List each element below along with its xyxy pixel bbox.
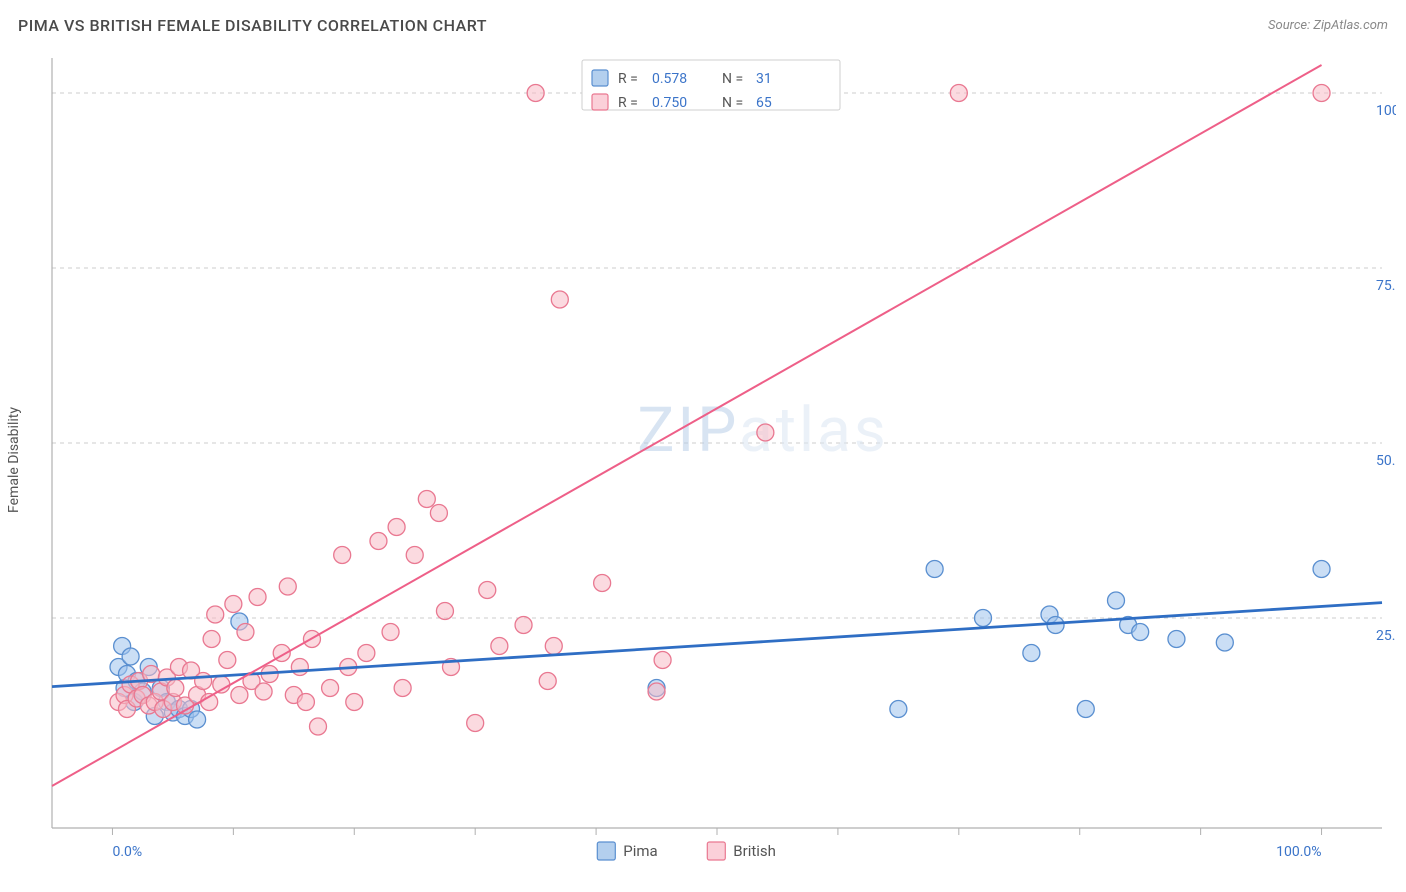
legend-n-value: 65 [756,95,772,111]
data-point [370,533,387,550]
data-point [1077,701,1094,718]
data-point [122,648,139,665]
data-point [890,701,907,718]
data-point [436,603,453,620]
legend-n-label: N = [722,71,743,87]
data-point [297,694,314,711]
data-point [467,715,484,732]
trend-line [52,65,1322,786]
data-point [479,582,496,599]
x-tick-label: 0.0% [112,844,142,860]
legend-n-label: N = [722,95,743,111]
data-point [189,711,206,728]
legend-swatch [592,94,608,110]
data-point [654,652,671,669]
data-point [334,547,351,564]
data-point [430,505,447,522]
chart-area: Female Disability 0.0%100.0%25.0%50.0%75… [42,48,1396,872]
data-point [322,680,339,697]
data-point [195,673,212,690]
data-point [1216,634,1233,651]
legend-swatch [592,70,608,86]
stat-legend: R = 0.578 N = 31 R = 0.750 N = 65 [582,60,840,111]
data-point [167,680,184,697]
data-point [491,638,508,655]
data-point [291,659,308,676]
data-point [539,673,556,690]
data-point [310,718,327,735]
data-point [1132,624,1149,641]
data-point [388,519,405,536]
data-point [255,683,272,700]
data-point [545,638,562,655]
chart-title: PIMA VS BRITISH FEMALE DISABILITY CORREL… [18,16,487,35]
data-point [237,624,254,641]
legend-r-label: R = [618,95,638,111]
data-point [1313,85,1330,102]
data-point [219,652,236,669]
data-point [527,85,544,102]
y-tick-label: 75.0% [1376,278,1396,294]
y-tick-label: 25.0% [1376,628,1396,644]
data-point [418,491,435,508]
y-axis-label: Female Disability [6,407,22,513]
data-point [346,694,363,711]
data-point [926,561,943,578]
data-point [279,578,296,595]
legend-label: Pima [623,842,657,860]
legend-r-value: 0.578 [652,71,687,87]
source-label: Source: ZipAtlas.com [1268,18,1388,33]
legend-r-value: 0.750 [652,95,687,111]
data-point [249,589,266,606]
data-point [382,624,399,641]
scatter-plot: 0.0%100.0%25.0%50.0%75.0%100.0%ZIPatlasR… [42,48,1396,872]
data-point [648,683,665,700]
legend-r-label: R = [618,71,638,87]
data-point [551,291,568,308]
data-point [515,617,532,634]
data-point [1047,617,1064,634]
legend-label: British [733,842,776,860]
y-tick-label: 100.0% [1376,103,1396,119]
legend-n-value: 31 [756,71,772,87]
data-point [757,424,774,441]
y-tick-label: 50.0% [1376,453,1396,469]
data-point [1313,561,1330,578]
data-point [975,610,992,627]
series-legend: Pima British [597,842,776,860]
data-point [394,680,411,697]
data-point [1168,631,1185,648]
data-point [950,85,967,102]
data-point [207,606,224,623]
data-point [231,687,248,704]
x-tick-label: 100.0% [1276,844,1321,860]
data-point [594,575,611,592]
legend-swatch [707,842,725,860]
legend-swatch [597,842,615,860]
data-point [358,645,375,662]
data-point [203,631,220,648]
data-point [406,547,423,564]
data-point [1023,645,1040,662]
data-point [1108,592,1125,609]
data-point [225,596,242,613]
